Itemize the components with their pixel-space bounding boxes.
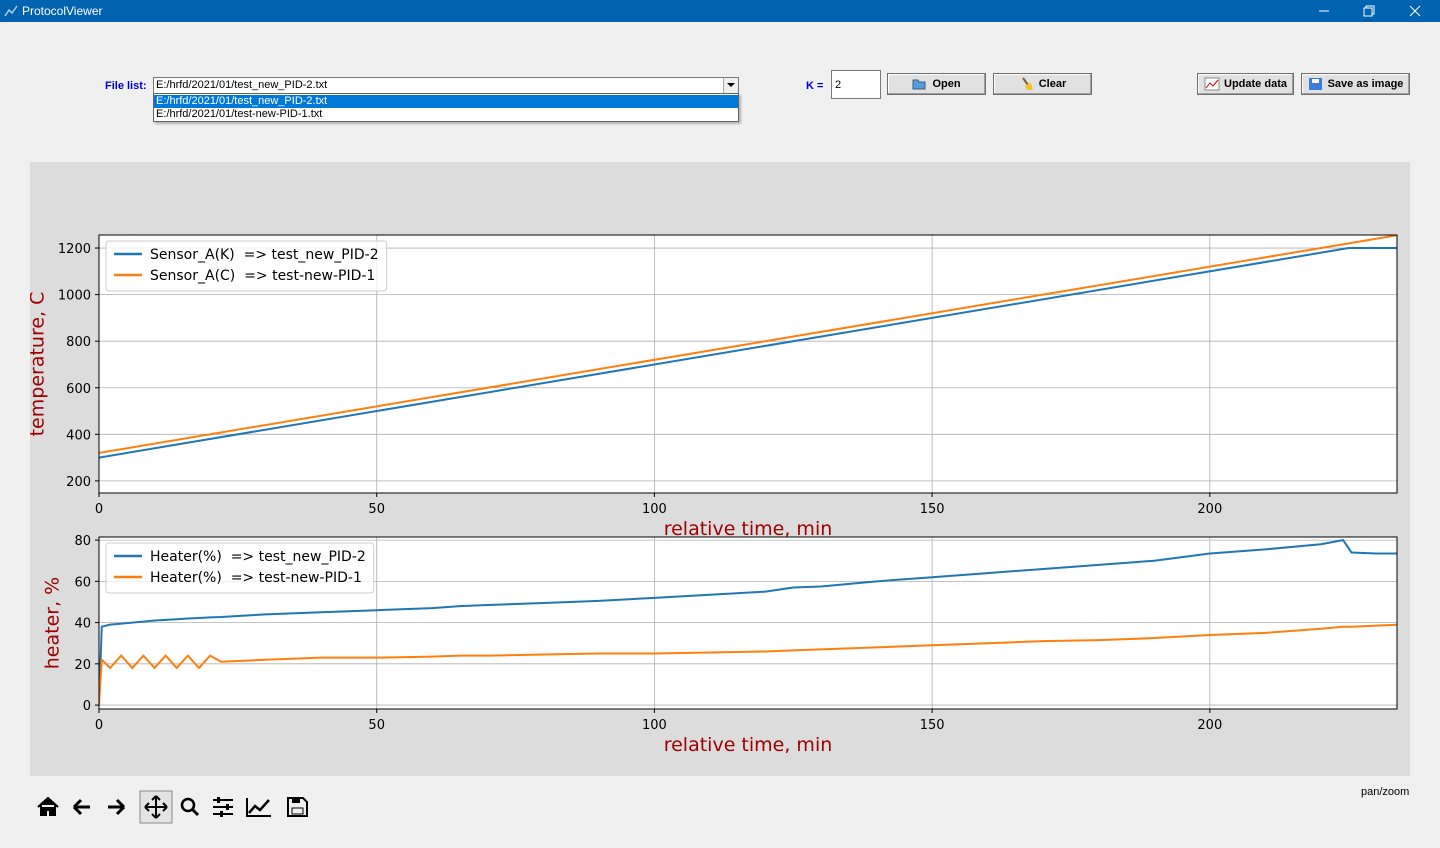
k-label: K = [806, 80, 824, 92]
window-title: ProtocolViewer [22, 4, 103, 18]
window-controls [1319, 5, 1421, 17]
y-tick-label: 80 [74, 534, 91, 549]
open-button[interactable]: Open [887, 73, 986, 95]
button-label: Save as image [1327, 78, 1404, 90]
y-tick-label: 60 [74, 575, 91, 590]
legend-label: Heater(%) => test-new-PID-1 [150, 570, 362, 586]
legend-label: Sensor_A(K) => test_new_PID-2 [150, 247, 379, 263]
home-button[interactable] [37, 796, 59, 816]
y-tick-label: 0 [83, 699, 91, 714]
save-figure-button[interactable] [287, 797, 308, 817]
configure-button[interactable] [213, 797, 233, 817]
combobox-arrow[interactable] [723, 78, 738, 93]
data-line [99, 247, 1397, 459]
legend-label: Sensor_A(C) => test-new-PID-1 [150, 268, 375, 284]
y-tick-label: 800 [66, 335, 91, 350]
open-icon [912, 79, 926, 90]
clear-icon [1021, 77, 1033, 90]
pan-button[interactable] [139, 790, 173, 824]
zoom-button[interactable] [180, 797, 200, 817]
x-tick-label: 0 [95, 718, 103, 733]
y-tick-label: 1000 [58, 289, 91, 304]
x-tick-label: 100 [642, 718, 667, 733]
status-text: pan/zoom [1361, 786, 1410, 798]
y-tick-label: 1200 [58, 242, 91, 257]
edit-axes-button[interactable] [246, 798, 271, 817]
x-tick-label: 150 [920, 502, 945, 517]
combobox-value: E:/hrfd/2021/01/test_new_PID-2.txt [156, 79, 328, 91]
toolbar [37, 790, 308, 824]
y-tick-label: 40 [74, 617, 91, 632]
axes-frame [98, 234, 1398, 494]
dropdown-option[interactable]: E:/hrfd/2021/01/test-new-PID-1.txt [156, 108, 323, 120]
k-value: 2 [835, 79, 842, 91]
save-icon [1308, 78, 1322, 90]
data-line [99, 235, 1397, 454]
button-label: Clear [1038, 78, 1067, 90]
y-axis-label: temperature, C [30, 292, 49, 437]
x-tick-label: 200 [1197, 502, 1222, 517]
x-axis-label: relative time, min [664, 734, 833, 756]
dropdown-list: E:/hrfd/2021/01/test_new_PID-2.txt E:/hr… [153, 93, 739, 122]
legend-box [105, 542, 375, 594]
title-bar: ProtocolViewer [0, 0, 1440, 22]
chart: 0 50 100 150 200 200 400 600 800 1000 1200 Sensor_A… [30, 234, 1398, 540]
button-label: Update data [1224, 78, 1287, 90]
axes-frame [98, 536, 1398, 710]
update-icon [1204, 77, 1220, 91]
k-input[interactable]: 2 [831, 70, 881, 99]
update-data-button[interactable]: Update data [1197, 73, 1294, 95]
clear-button[interactable]: Clear [993, 73, 1092, 95]
file-list-label: File list: [105, 80, 147, 92]
restore-button[interactable] [1363, 5, 1375, 17]
close-button[interactable] [1409, 5, 1421, 17]
x-tick-label: 150 [920, 718, 945, 733]
y-axis-label: heater, % [42, 577, 64, 669]
y-tick-label: 400 [66, 428, 91, 443]
data-line [99, 623, 1397, 706]
x-tick-label: 100 [642, 502, 667, 517]
save-image-button[interactable]: Save as image [1301, 73, 1410, 95]
chart: 0 50 100 150 200 0 20 40 60 80 Heater(%) => test_n… [42, 534, 1398, 756]
x-tick-label: 50 [368, 718, 385, 733]
forward-button[interactable] [108, 798, 126, 816]
data-line [99, 538, 1397, 706]
legend-label: Heater(%) => test_new_PID-2 [150, 549, 366, 565]
x-axis-label: relative time, min [664, 518, 833, 540]
x-tick-label: 50 [368, 502, 385, 517]
y-tick-label: 20 [74, 658, 91, 673]
y-tick-label: 600 [66, 382, 91, 397]
dropdown-option[interactable]: E:/hrfd/2021/01/test_new_PID-2.txt [154, 95, 738, 108]
x-tick-label: 0 [95, 502, 103, 517]
file-combobox[interactable]: E:/hrfd/2021/01/test_new_PID-2.txt [153, 77, 739, 94]
app-icon [4, 5, 18, 17]
y-tick-label: 200 [66, 475, 91, 490]
arrow-icon [727, 83, 735, 87]
x-tick-label: 200 [1197, 718, 1222, 733]
legend-box [105, 240, 388, 292]
button-label: Open [932, 78, 961, 90]
back-button[interactable] [72, 798, 90, 816]
